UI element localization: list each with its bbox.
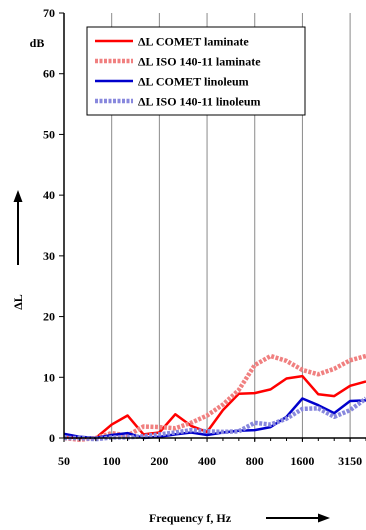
- x-tick-label: 200: [150, 454, 168, 468]
- legend-label-4: ΔL ISO 140-11 linoleum: [138, 95, 261, 109]
- y-tick-label: 30: [43, 249, 55, 263]
- y-tick-label: 60: [43, 67, 55, 81]
- legend-label-1: ΔL COMET laminate: [138, 35, 249, 49]
- y-unit-label: dB: [30, 36, 45, 50]
- x-tick-labels: 50 100 200 400 800 1600 3150: [58, 438, 366, 468]
- x-tick-label: 800: [246, 454, 264, 468]
- y-tick-labels: 0 10 20 30 40 50 60 70: [43, 6, 64, 445]
- y-tick-label: 0: [49, 431, 55, 445]
- x-tick-label: 3150: [338, 454, 362, 468]
- x-tick-label: 100: [103, 454, 121, 468]
- y-tick-label: 10: [43, 370, 55, 384]
- legend-label-3: ΔL COMET linoleum: [138, 75, 249, 89]
- x-tick-label: 400: [198, 454, 216, 468]
- y-axis-arrow: [13, 190, 23, 265]
- legend-label-2: ΔL ISO 140-11 laminate: [138, 55, 261, 69]
- y-tick-label: 40: [43, 188, 55, 202]
- x-axis-label: Frequency f, Hz: [149, 511, 232, 525]
- x-tick-label: 1600: [290, 454, 314, 468]
- series-layer: [63, 353, 366, 443]
- y-axis-label: ΔL: [11, 294, 25, 310]
- x-tick-label: 50: [58, 454, 70, 468]
- axes-layer: [63, 13, 366, 439]
- series-line-3: [63, 397, 366, 440]
- y-tick-label: 70: [43, 6, 55, 20]
- legend-items: ΔL COMET laminate ΔL ISO 140-11 laminate Δ…: [95, 35, 261, 109]
- y-tick-label: 50: [43, 127, 55, 141]
- legend: ΔL COMET laminate ΔL ISO 140-11 laminate Δ…: [86, 26, 306, 116]
- series-line-1: [63, 374, 366, 440]
- y-tick-label: 20: [43, 310, 55, 324]
- x-axis-arrow: [266, 513, 330, 523]
